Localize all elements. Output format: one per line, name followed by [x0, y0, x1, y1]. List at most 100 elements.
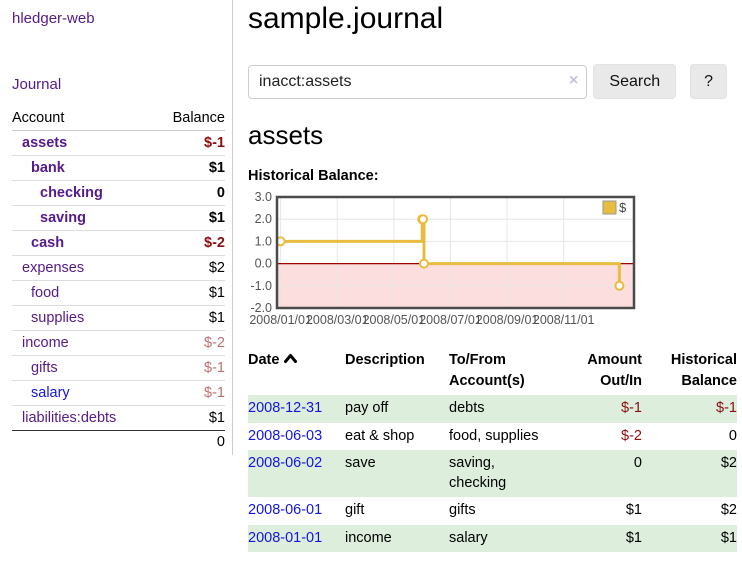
register-date-link[interactable]: 2008-06-03	[248, 427, 323, 444]
register-header-balance: Historical Balance	[642, 347, 737, 395]
help-button[interactable]: ?	[690, 64, 727, 99]
register-balance: 0	[728, 427, 737, 444]
register-balance: $2	[720, 455, 737, 472]
account-balance: $1	[153, 155, 225, 181]
account-link[interactable]: liabilities:debts	[22, 410, 117, 426]
account-row: checking 0	[12, 180, 225, 206]
account-balance: $1	[153, 205, 225, 231]
register-description: gift	[345, 502, 365, 519]
register-header-accounts-line2: Account(s)	[449, 373, 525, 390]
accounts-header-row: Account Balance	[12, 106, 225, 131]
sort-ascending-icon	[284, 354, 298, 363]
register-date-link[interactable]: 2008-06-01	[248, 502, 323, 519]
account-link[interactable]: gifts	[31, 360, 58, 376]
x-axis-tick-label: 2008/07/01	[419, 313, 482, 327]
x-axis-tick-label: 2008/01/01	[249, 313, 312, 327]
accounts-total-value: 0	[153, 430, 225, 453]
register-accounts: saving, checking	[449, 455, 507, 491]
register-header-balance-line2: Balance	[681, 373, 737, 390]
register-header-row: Date Description To/From Account(s) Amou…	[248, 347, 737, 395]
accounts-total-spacer	[12, 430, 154, 453]
account-balance: 0	[153, 180, 225, 206]
account-balance: $1	[153, 280, 225, 306]
main-content: sample.journal × Search ? assets Histori…	[233, 0, 737, 553]
register-amount: $1	[625, 529, 642, 546]
register-date-link[interactable]: 2008-12-31	[248, 400, 323, 417]
register-description: eat & shop	[345, 427, 415, 444]
search-input[interactable]	[248, 64, 588, 99]
account-link[interactable]: food	[31, 285, 60, 301]
brand-link[interactable]: hledger-web	[12, 10, 95, 27]
register-amount: $-2	[621, 427, 642, 444]
y-axis-tick-label: 0.0	[255, 257, 272, 271]
account-balance: $-2	[153, 230, 225, 256]
x-axis-tick-label: 2008/05/01	[363, 313, 426, 327]
y-axis-tick-label: -2.0	[250, 301, 272, 315]
account-link[interactable]: cash	[31, 235, 65, 251]
register-accounts: debts	[449, 400, 485, 417]
register-date-link[interactable]: 2008-06-02	[248, 455, 323, 472]
register-amount: 0	[633, 455, 642, 472]
clear-search-icon[interactable]: ×	[569, 71, 579, 89]
account-row: expenses $2	[12, 255, 225, 281]
account-link[interactable]: salary	[31, 385, 70, 401]
chart-border	[275, 195, 636, 310]
sidebar-item-journal[interactable]: Journal	[12, 76, 62, 93]
register-date-link[interactable]: 2008-01-01	[248, 529, 323, 546]
account-link[interactable]: assets	[22, 135, 68, 151]
account-row: food $1	[12, 280, 225, 306]
app-layout: hledger-web Journal Account Balance asse…	[0, 0, 737, 553]
chart-legend-label: $	[619, 200, 627, 215]
y-axis-tick-label: 3.0	[255, 190, 272, 204]
y-axis-tick-label: -1.0	[250, 279, 272, 293]
y-axis-tick-label: 1.0	[255, 234, 272, 248]
account-row: income $-2	[12, 330, 225, 356]
page-title: sample.journal	[248, 2, 444, 35]
register-header-amount: Amount Out/In	[561, 347, 642, 395]
account-row: supplies $1	[12, 305, 225, 331]
account-row: liabilities:debts $1	[12, 405, 225, 431]
account-balance: $-1	[153, 380, 225, 406]
register-header-description: Description	[345, 347, 449, 395]
register-header-date[interactable]: Date	[248, 347, 345, 395]
account-row: assets $-1	[12, 131, 225, 156]
account-link[interactable]: supplies	[31, 310, 85, 326]
sidebar: hledger-web Journal Account Balance asse…	[0, 0, 233, 455]
account-row: bank $1	[12, 155, 225, 181]
register-balance: $2	[720, 502, 737, 519]
register-row: 2008-06-02 save saving, checking 0 $2	[248, 450, 737, 498]
register-amount: $-1	[621, 400, 642, 417]
chart-data-point	[419, 258, 429, 269]
account-row: gifts $-1	[12, 355, 225, 381]
register-row: 2008-06-03 eat & shop food, supplies $-2 0	[248, 423, 737, 451]
register-row: 2008-01-01 income salary $1 $1	[248, 524, 737, 553]
register-description: save	[345, 455, 376, 472]
account-link[interactable]: saving	[40, 210, 86, 226]
search-box: ×	[248, 64, 588, 99]
register-accounts: gifts	[449, 502, 476, 519]
register-description: pay off	[345, 400, 389, 417]
accounts-total-row: 0	[12, 430, 225, 453]
account-link[interactable]: expenses	[22, 260, 85, 276]
account-title: assets	[248, 120, 324, 150]
search-button[interactable]: Search	[593, 64, 677, 99]
chart-legend-swatch	[602, 200, 617, 215]
y-axis-tick-label: 2.0	[255, 212, 272, 226]
x-axis-tick-label: 2008/09/01	[476, 313, 539, 327]
x-axis-tick-label: 2008/11/01	[533, 313, 595, 327]
accounts-header-balance: Balance	[153, 106, 225, 131]
register-amount: $1	[625, 502, 642, 519]
account-link[interactable]: checking	[40, 185, 103, 201]
account-balance: $-2	[153, 330, 225, 356]
chart-data-point	[614, 280, 625, 291]
account-balance: $1	[153, 305, 225, 331]
account-balance: $-1	[153, 355, 225, 381]
account-link[interactable]: income	[22, 335, 69, 351]
register-header-amount-line1: Amount	[587, 352, 642, 368]
register-row: 2008-12-31 pay off debts $-1 $-1	[248, 395, 737, 423]
register-balance: $1	[720, 529, 737, 546]
account-link[interactable]: bank	[31, 160, 65, 176]
account-row: cash $-2	[12, 230, 225, 256]
register-balance: $-1	[716, 400, 737, 417]
accounts-header-account: Account	[12, 106, 154, 131]
